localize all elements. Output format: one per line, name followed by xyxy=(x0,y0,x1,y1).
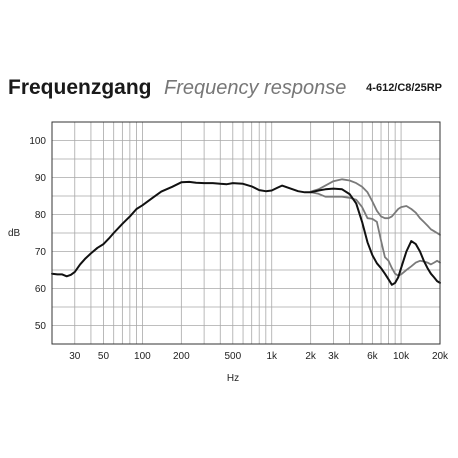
x-tick-label: 20k xyxy=(432,351,449,362)
y-tick-label: 70 xyxy=(35,247,47,258)
y-tick-label: 60 xyxy=(35,284,47,295)
y-axis-label: dB xyxy=(8,228,21,239)
y-tick-label: 90 xyxy=(35,173,47,184)
grid xyxy=(52,122,440,344)
x-tick-label: 200 xyxy=(173,351,190,362)
series-line-2 xyxy=(309,178,441,236)
chart-title-german: Frequenzgang xyxy=(8,76,152,99)
x-tick-label: 10k xyxy=(393,351,410,362)
x-tick-label: 100 xyxy=(134,351,151,362)
x-axis-ticks: 30 50 100 200 500 1k 2k 3k 6k 10k 20k xyxy=(69,351,449,362)
x-axis-label: Hz xyxy=(227,373,239,384)
x-tick-label: 500 xyxy=(224,351,241,362)
y-axis-ticks: 50 60 70 80 90 100 xyxy=(29,136,46,332)
y-tick-label: 80 xyxy=(35,210,47,221)
x-tick-label: 50 xyxy=(98,351,110,362)
y-tick-label: 50 xyxy=(35,321,47,332)
series-line-1 xyxy=(51,180,441,286)
plot-frame xyxy=(51,121,441,345)
x-tick-label: 3k xyxy=(328,351,340,362)
x-tick-label: 30 xyxy=(69,351,81,362)
model-number: 4-612/C8/25RP xyxy=(366,82,442,94)
chart-title-english: Frequency response xyxy=(164,77,347,99)
x-tick-label: 1k xyxy=(266,351,278,362)
y-tick-label: 100 xyxy=(29,136,46,147)
series-group xyxy=(51,178,441,286)
x-tick-label: 6k xyxy=(367,351,379,362)
x-tick-label: 2k xyxy=(305,351,317,362)
series-line-3 xyxy=(309,191,441,277)
